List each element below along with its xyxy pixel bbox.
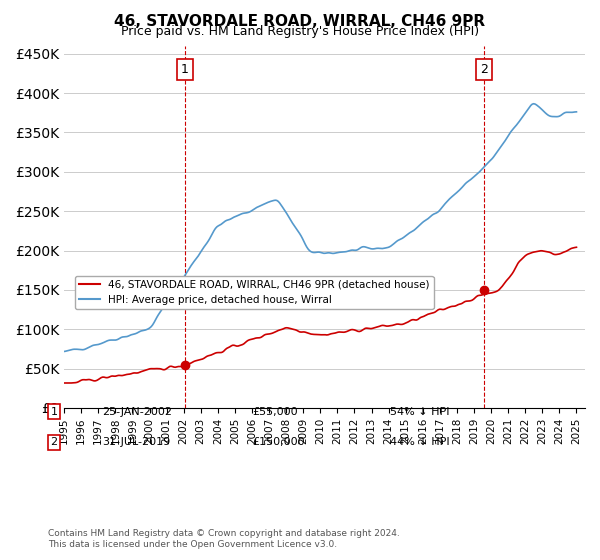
Text: 46, STAVORDALE ROAD, WIRRAL, CH46 9PR: 46, STAVORDALE ROAD, WIRRAL, CH46 9PR (115, 14, 485, 29)
Text: 44% ↓ HPI: 44% ↓ HPI (390, 437, 449, 447)
Text: 2: 2 (480, 63, 488, 76)
Text: Price paid vs. HM Land Registry's House Price Index (HPI): Price paid vs. HM Land Registry's House … (121, 25, 479, 38)
Text: 54% ↓ HPI: 54% ↓ HPI (390, 407, 449, 417)
Text: Contains HM Land Registry data © Crown copyright and database right 2024.
This d: Contains HM Land Registry data © Crown c… (48, 529, 400, 549)
Text: 2: 2 (50, 437, 58, 447)
Text: 31-JUL-2019: 31-JUL-2019 (102, 437, 170, 447)
Text: £150,000: £150,000 (252, 437, 305, 447)
Legend: 46, STAVORDALE ROAD, WIRRAL, CH46 9PR (detached house), HPI: Average price, deta: 46, STAVORDALE ROAD, WIRRAL, CH46 9PR (d… (74, 276, 434, 309)
Text: 25-JAN-2002: 25-JAN-2002 (102, 407, 172, 417)
Text: 1: 1 (50, 407, 58, 417)
Text: 1: 1 (181, 63, 189, 76)
Text: £55,000: £55,000 (252, 407, 298, 417)
